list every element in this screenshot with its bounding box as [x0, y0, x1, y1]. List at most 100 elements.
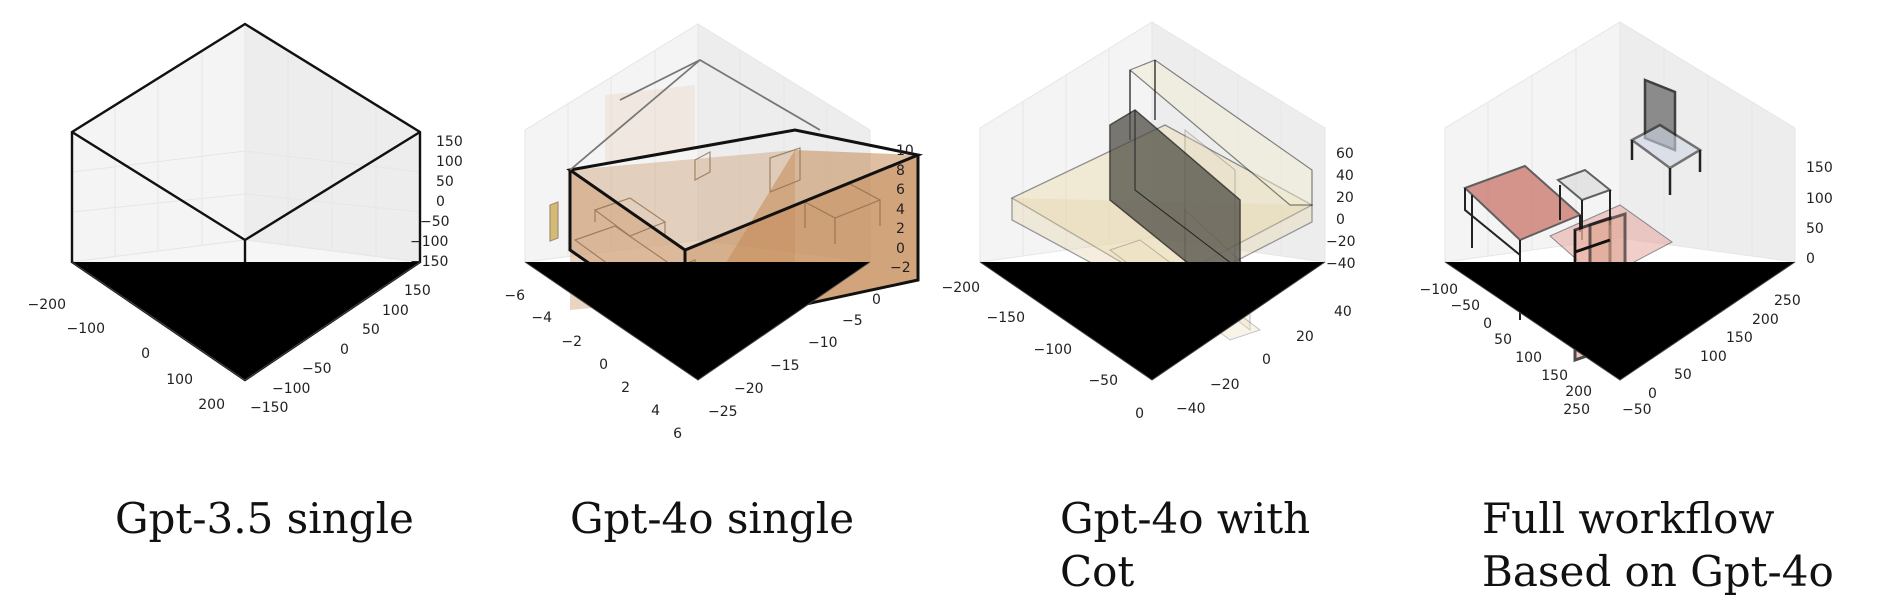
z-tick: 0 — [436, 194, 445, 210]
plot-gpt35: −200 −100 0 100 200 150 100 50 0 −50 −10… — [28, 22, 463, 416]
y-tick: 0 — [340, 342, 349, 358]
y-tick: −150 — [250, 400, 288, 416]
caption-full-workflow: Full workflow Based on Gpt-4o — [1482, 492, 1834, 598]
y-tick: 50 — [362, 322, 380, 338]
caption-gpt4o-cot: Gpt-4o with Cot — [1060, 492, 1310, 598]
x-tick: 6 — [673, 426, 682, 442]
y-tick: −15 — [770, 358, 800, 374]
x-tick: 50 — [1494, 332, 1512, 348]
desk — [1463, 164, 1582, 320]
x-tick: 0 — [1483, 316, 1492, 332]
y-tick: 250 — [1774, 293, 1801, 309]
z-tick: −2 — [890, 260, 911, 276]
y-tick: 0 — [872, 292, 881, 308]
y-tick: 20 — [1296, 329, 1314, 345]
z-tick: 50 — [1806, 221, 1824, 237]
z-tick: 150 — [1806, 160, 1833, 176]
x-tick-labels: −200 −150 −100 −50 0 — [942, 280, 1144, 422]
x-tick: −2 — [561, 334, 582, 350]
z-tick: −50 — [420, 214, 450, 230]
z-tick: 100 — [436, 154, 463, 170]
z-tick-labels: 150 100 50 0 −50 −100 −150 — [410, 134, 463, 270]
plot-gpt4o-cot: −200 −150 −100 −50 0 40 20 0 −20 −40 60 … — [942, 21, 1356, 422]
x-tick: −150 — [987, 310, 1025, 326]
y-tick: 100 — [1700, 349, 1727, 365]
panel-gpt35: −200 −100 0 100 200 150 100 50 0 −50 −10… — [0, 0, 470, 616]
z-tick: 0 — [1336, 212, 1345, 228]
z-tick: 100 — [1806, 191, 1833, 207]
x-tick: −50 — [1450, 298, 1480, 314]
x-tick-labels: −6 −4 −2 0 2 4 6 — [504, 288, 682, 442]
z-tick: 2 — [896, 221, 905, 237]
y-tick: −40 — [1176, 401, 1206, 417]
y-tick: −50 — [302, 361, 332, 377]
panel-gpt4o-cot: −200 −150 −100 −50 0 40 20 0 −20 −40 60 … — [940, 0, 1410, 616]
y-tick: −20 — [734, 381, 764, 397]
z-tick: 6 — [896, 182, 905, 198]
y-tick-labels: 0 −5 −10 −15 −20 −25 — [708, 292, 881, 420]
caption-line: Cot — [1060, 547, 1135, 596]
caption-line: Full workflow — [1482, 494, 1775, 543]
plot-gpt4o: −6 −4 −2 0 2 4 6 0 −5 −10 −15 −20 −25 10… — [504, 23, 924, 442]
z-tick-labels: 60 40 20 0 −20 −40 — [1326, 146, 1356, 272]
z-tick-labels: 150 100 50 0 — [1806, 160, 1833, 267]
z-tick: −150 — [410, 254, 448, 270]
y-tick-labels: 250 200 150 100 50 0 −50 — [1622, 293, 1801, 418]
panel-full-workflow: −100 −50 0 50 100 150 200 250 250 200 15… — [1410, 0, 1880, 616]
x-tick: −6 — [504, 288, 525, 304]
z-tick: −20 — [1326, 234, 1356, 250]
caption-gpt35: Gpt-3.5 single — [115, 492, 414, 545]
x-tick: −100 — [1034, 342, 1072, 358]
z-tick: 40 — [1336, 168, 1354, 184]
z-tick-labels: 10 8 6 4 2 0 −2 — [890, 143, 914, 276]
z-tick: 20 — [1336, 190, 1354, 206]
x-tick-labels: −200 −100 0 100 200 — [28, 297, 225, 413]
z-tick: −100 — [410, 234, 448, 250]
y-tick: 200 — [1752, 312, 1779, 328]
x-tick: −200 — [28, 297, 66, 313]
y-tick-labels: 40 20 0 −20 −40 — [1176, 304, 1352, 417]
caption-gpt4o: Gpt-4o single — [570, 492, 854, 545]
z-tick: 50 — [436, 174, 454, 190]
y-tick: 150 — [1726, 330, 1753, 346]
y-tick: 100 — [382, 303, 409, 319]
y-tick: −20 — [1210, 377, 1240, 393]
x-tick: 4 — [651, 403, 660, 419]
z-tick: 60 — [1336, 146, 1354, 162]
y-tick: −5 — [842, 313, 863, 329]
z-tick: 150 — [436, 134, 463, 150]
x-tick: 0 — [141, 346, 150, 362]
y-tick: −50 — [1622, 402, 1652, 418]
x-tick: −50 — [1088, 373, 1118, 389]
y-tick-labels: 150 100 50 0 −50 −100 −150 — [250, 283, 431, 416]
x-tick: −100 — [67, 321, 105, 337]
tv — [1629, 78, 1703, 195]
z-tick: 0 — [1806, 251, 1815, 267]
z-tick: 0 — [896, 241, 905, 257]
axis-ticks — [71, 261, 421, 381]
x-tick: 200 — [1565, 384, 1592, 400]
plot-full-workflow: −100 −50 0 50 100 150 200 250 250 200 15… — [1420, 21, 1833, 418]
caption-line: Based on Gpt-4o — [1482, 547, 1834, 596]
side-table — [1556, 168, 1613, 240]
x-tick: 100 — [1515, 350, 1542, 366]
y-tick: 0 — [1262, 352, 1271, 368]
z-tick: 10 — [896, 143, 914, 159]
y-tick: 0 — [1648, 386, 1657, 402]
y-tick: 50 — [1674, 367, 1692, 383]
x-tick: 150 — [1541, 368, 1568, 384]
x-tick: 100 — [166, 372, 193, 388]
y-tick: 150 — [404, 283, 431, 299]
x-tick-labels: −100 −50 0 50 100 150 200 250 — [1420, 282, 1592, 418]
x-tick: 0 — [599, 357, 608, 373]
z-tick: 8 — [896, 163, 905, 179]
caption-line: Gpt-3.5 single — [115, 494, 414, 543]
y-tick: −10 — [808, 335, 838, 351]
z-tick: −40 — [1326, 256, 1356, 272]
y-tick: −25 — [708, 404, 738, 420]
x-tick: −4 — [531, 310, 552, 326]
y-tick: −100 — [272, 381, 310, 397]
caption-line: Gpt-4o with — [1060, 494, 1311, 543]
x-tick: 0 — [1135, 406, 1144, 422]
y-tick: 40 — [1334, 304, 1352, 320]
